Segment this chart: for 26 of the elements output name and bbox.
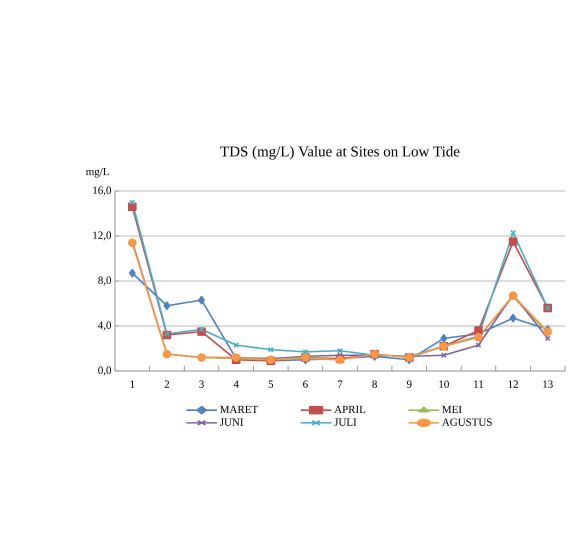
x-tick-label: 6 — [303, 380, 308, 388]
y-tick-label: 12,0 — [93, 232, 112, 240]
legend-label: MARET — [220, 406, 258, 414]
x-tick-label: 13 — [543, 380, 553, 388]
y-tick-label: 0,0 — [98, 366, 112, 376]
y-tick-label: 4,0 — [98, 322, 112, 330]
x-tick-label: 1 — [130, 380, 134, 388]
legend-label: JUNI — [220, 418, 244, 426]
y-axis-title: mg/L — [86, 168, 109, 178]
x-tick-label: 4 — [234, 380, 239, 388]
x-tick-label: 8 — [372, 380, 377, 388]
x-tick-label: 10 — [439, 380, 449, 388]
legend-label: APRIL — [334, 406, 366, 414]
legend-label: MEI — [442, 406, 462, 413]
x-tick-label: 7 — [338, 380, 342, 388]
chart-title: TDS (mg/L) Value at Sites on Low Tide — [220, 146, 460, 160]
x-tick-label: 3 — [199, 380, 204, 388]
x-tick-label: 11 — [474, 380, 484, 388]
legend-label: JULI — [334, 418, 356, 426]
y-tick-label: 8,0 — [98, 276, 112, 286]
x-tick-label: 9 — [406, 380, 412, 388]
y-tick-label: 16,0 — [93, 186, 112, 196]
x-tick-label: 2 — [164, 380, 170, 388]
x-tick-label: 12 — [508, 380, 518, 388]
legend-label: AGUSTUS — [442, 418, 492, 426]
x-tick-label: 5 — [268, 380, 274, 388]
